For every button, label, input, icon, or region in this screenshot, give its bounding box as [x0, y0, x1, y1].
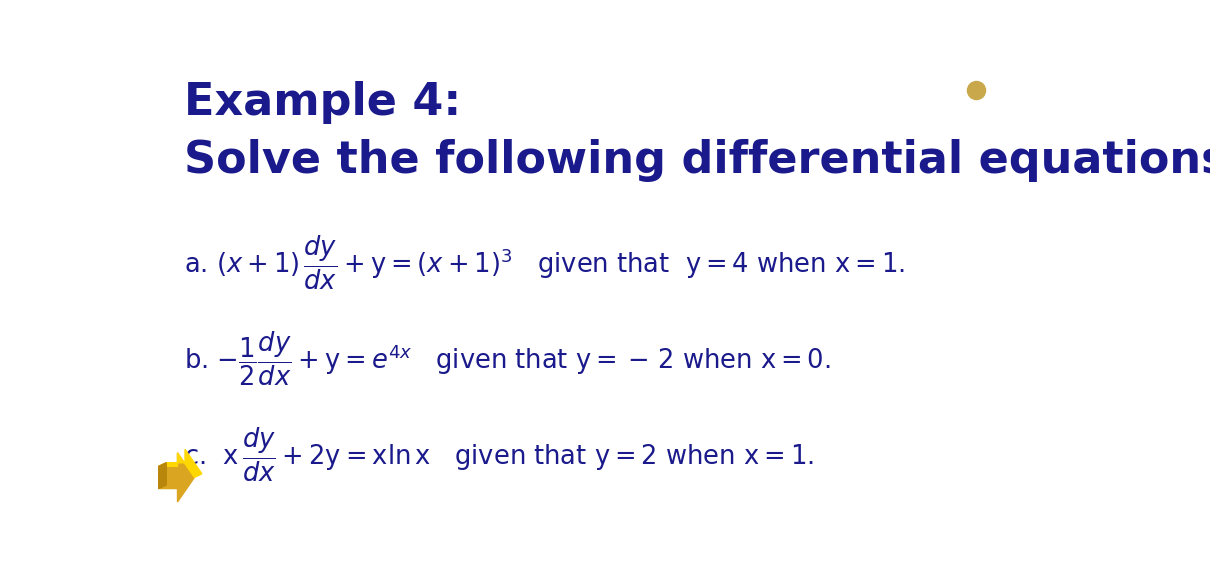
- Text: b. $-\dfrac{1}{2}\dfrac{dy}{dx}+\mathrm{y} = e^{4x}$   given that $\mathrm{y} = : b. $-\dfrac{1}{2}\dfrac{dy}{dx}+\mathrm{…: [184, 330, 831, 389]
- Text: c.  $\mathrm{x}\,\dfrac{dy}{dx}+2\mathrm{y} = \mathrm{x}\ln \mathrm{x}$   given : c. $\mathrm{x}\,\dfrac{dy}{dx}+2\mathrm{…: [184, 426, 814, 484]
- Text: a. $(x + 1)\,\dfrac{dy}{dx}+\mathrm{y} = (x+1)^{3}$   given that  $\mathrm{y} = : a. $(x + 1)\,\dfrac{dy}{dx}+\mathrm{y} =…: [184, 234, 905, 292]
- Polygon shape: [159, 463, 166, 489]
- Text: Solve the following differential equations.: Solve the following differential equatio…: [184, 138, 1210, 182]
- Polygon shape: [159, 453, 195, 502]
- Text: Example 4:: Example 4:: [184, 80, 461, 124]
- Polygon shape: [159, 449, 202, 478]
